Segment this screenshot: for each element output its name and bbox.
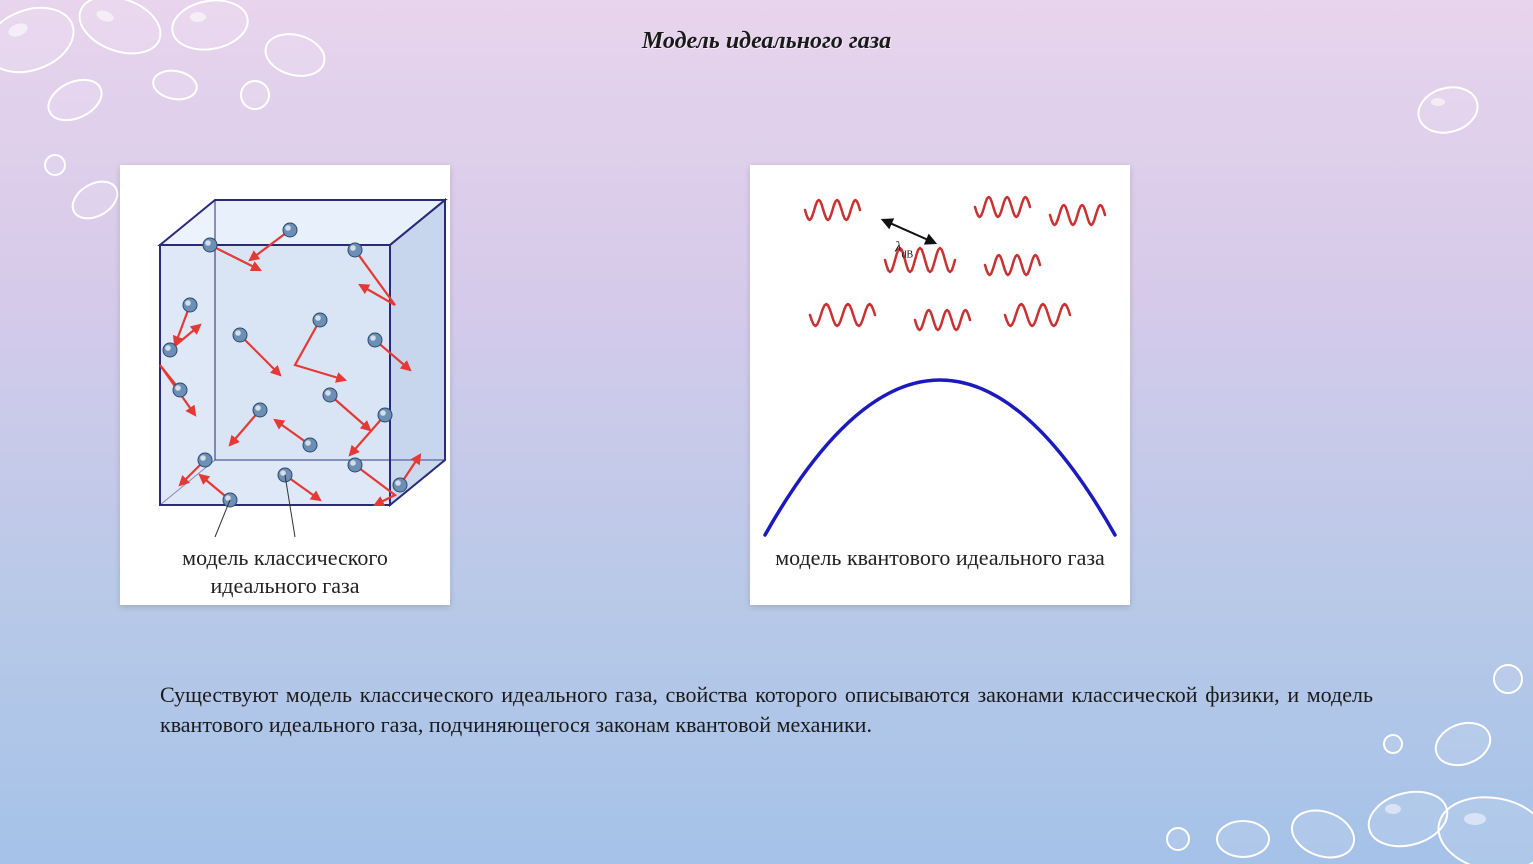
classical-model-panel: модель классического идеального газа [120, 165, 450, 605]
classical-caption: модель классического идеального газа [120, 540, 450, 609]
quantum-caption: модель квантового идеального газа [750, 540, 1130, 582]
quantum-gas-diagram: λdB [750, 165, 1130, 540]
decorative-bubble-top-right [1403, 60, 1493, 180]
classical-gas-diagram [120, 165, 450, 540]
page-title: Модель идеального газа [0, 28, 1533, 55]
quantum-model-panel: λdB модель квантового идеального газа [750, 165, 1130, 605]
description-text: Существуют модель классического идеально… [160, 680, 1373, 739]
